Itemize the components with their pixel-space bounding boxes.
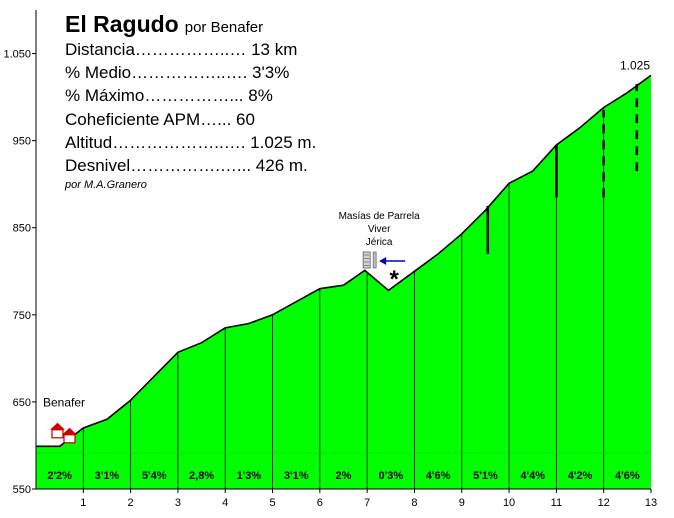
stat-apm-coefficient: Coheficiente APM…... 60 xyxy=(65,109,255,129)
junction-label-2: Viver xyxy=(368,224,391,235)
stat-average-gradient: % Medio……………..…. 3'3% xyxy=(65,63,290,83)
author-credit: por M.A.Granero xyxy=(65,179,147,192)
stat-elevation-gain: Desnivel…………….…... 426 m. xyxy=(65,155,308,175)
summit-altitude-label: 1.025 xyxy=(620,58,650,72)
x-tick-label-8: 8 xyxy=(411,497,417,509)
segment-label-3: 5'4% xyxy=(142,470,167,482)
x-tick-label-3: 3 xyxy=(175,497,181,509)
segment-label-7: 2% xyxy=(336,470,352,482)
segment-label-2: 3'1% xyxy=(95,470,120,482)
segment-label-4: 2,8% xyxy=(189,470,214,482)
chart-title: El Ragudo xyxy=(65,11,179,37)
start-town-label: Benafer xyxy=(43,395,85,409)
segment-label-8: 0'3% xyxy=(378,470,403,482)
x-tick-label-12: 12 xyxy=(598,497,610,509)
x-tick-label-6: 6 xyxy=(317,497,323,509)
segment-label-10: 5'1% xyxy=(473,470,498,482)
stat-altitude: Altitud………………..…. 1.025 m. xyxy=(65,132,317,152)
segment-label-11: 4'4% xyxy=(520,470,545,482)
junction-label-3: Jérica xyxy=(366,237,393,248)
x-tick-label-2: 2 xyxy=(128,497,134,509)
segment-label-13: 4'6% xyxy=(615,470,640,482)
segment-label-5: 1'3% xyxy=(237,470,262,482)
y-tick-label-1050: 1.050 xyxy=(3,49,31,61)
x-tick-label-13: 13 xyxy=(645,497,657,509)
chart-subtitle: por Benafer xyxy=(184,19,264,36)
x-tick-label-5: 5 xyxy=(269,497,275,509)
stat-distance: Distancia……………..… 13 km xyxy=(65,40,298,59)
y-tick-label-950: 950 xyxy=(13,136,31,148)
y-tick-label-850: 850 xyxy=(13,223,31,235)
segment-label-6: 3'1% xyxy=(284,470,309,482)
x-tick-label-4: 4 xyxy=(222,497,228,509)
x-tick-label-9: 9 xyxy=(459,497,465,509)
segment-label-1: 2'2% xyxy=(47,470,72,482)
segment-label-12: 4'2% xyxy=(568,470,593,482)
town-icon xyxy=(50,422,77,444)
x-tick-label-10: 10 xyxy=(503,497,515,509)
info-panel: El Ragudo por Benafer Distancia……………..… 1… xyxy=(65,10,316,193)
x-tick-label-11: 11 xyxy=(551,497,562,509)
road-sign-icon xyxy=(362,251,377,269)
stat-max-gradient: % Máximo……………... 8% xyxy=(65,86,273,106)
y-tick-label-750: 750 xyxy=(13,310,31,322)
x-tick-label-7: 7 xyxy=(364,497,370,509)
junction-label-1: Masías de Parrela xyxy=(339,211,421,222)
x-tick-label-1: 1 xyxy=(80,497,86,509)
segment-label-9: 4'6% xyxy=(426,470,451,482)
y-tick-label-550: 550 xyxy=(13,484,31,496)
profile-area xyxy=(36,75,651,490)
direction-arrow-head xyxy=(379,257,387,265)
junction-asterisk: * xyxy=(389,266,399,293)
title-block: El Ragudo por Benafer xyxy=(65,10,316,38)
y-tick-label-650: 650 xyxy=(13,397,31,409)
